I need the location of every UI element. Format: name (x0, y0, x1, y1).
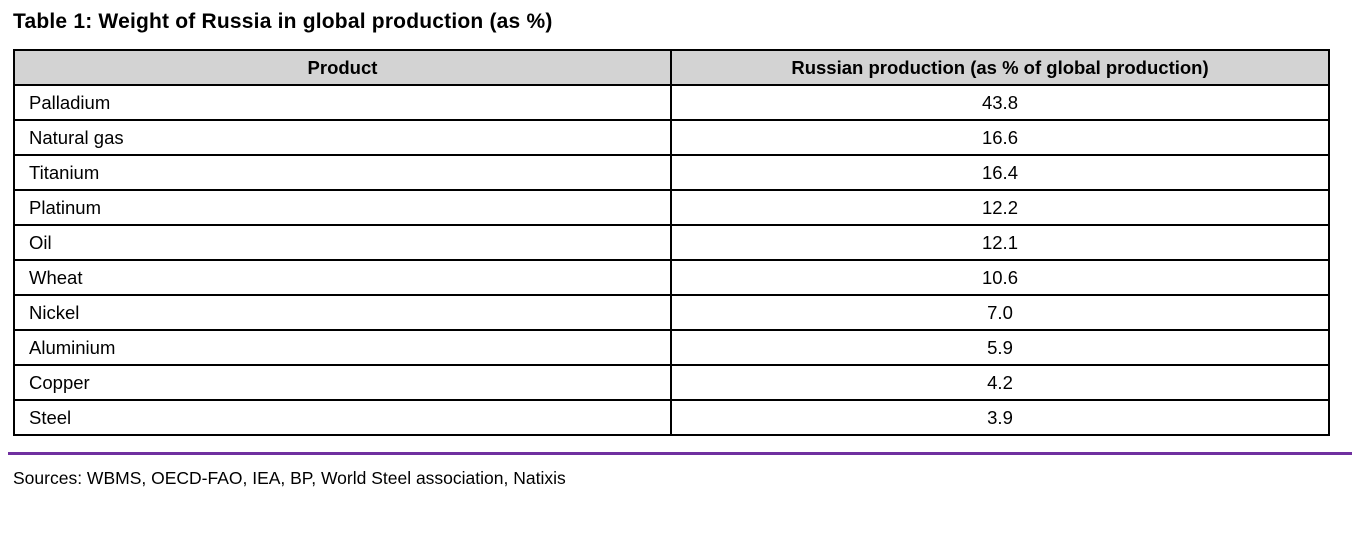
product-cell: Natural gas (13, 119, 672, 156)
value-cell: 7.0 (670, 294, 1330, 331)
table-body: Palladium 43.8 Natural gas 16.6 Titanium 16.4… (13, 84, 1330, 436)
product-cell: Titanium (13, 154, 672, 191)
value-cell: 16.6 (670, 119, 1330, 156)
table-row: Steel 3.9 (13, 399, 1330, 436)
value-cell: 43.8 (670, 84, 1330, 121)
value-cell: 5.9 (670, 329, 1330, 366)
product-cell: Wheat (13, 259, 672, 296)
value-cell: 12.2 (670, 189, 1330, 226)
divider-line (8, 452, 1352, 455)
value-cell: 12.1 (670, 224, 1330, 261)
product-cell: Oil (13, 224, 672, 261)
column-header-value: Russian production (as % of global produ… (670, 49, 1330, 86)
value-cell: 4.2 (670, 364, 1330, 401)
product-cell: Palladium (13, 84, 672, 121)
product-cell: Platinum (13, 189, 672, 226)
product-cell: Steel (13, 399, 672, 436)
table-row: Natural gas 16.6 (13, 119, 1330, 156)
product-cell: Nickel (13, 294, 672, 331)
table-row: Palladium 43.8 (13, 84, 1330, 121)
table-row: Copper 4.2 (13, 364, 1330, 401)
column-header-product: Product (13, 49, 672, 86)
table-row: Platinum 12.2 (13, 189, 1330, 226)
value-cell: 16.4 (670, 154, 1330, 191)
product-cell: Copper (13, 364, 672, 401)
table-row: Oil 12.1 (13, 224, 1330, 261)
value-cell: 10.6 (670, 259, 1330, 296)
product-cell: Aluminium (13, 329, 672, 366)
table-row: Nickel 7.0 (13, 294, 1330, 331)
table-title: Table 1: Weight of Russia in global prod… (13, 10, 553, 33)
production-table: Product Russian production (as % of glob… (13, 49, 1330, 436)
table-header-row: Product Russian production (as % of glob… (13, 49, 1330, 86)
table-row: Wheat 10.6 (13, 259, 1330, 296)
table-row: Titanium 16.4 (13, 154, 1330, 191)
sources-note: Sources: WBMS, OECD-FAO, IEA, BP, World … (13, 468, 566, 488)
value-cell: 3.9 (670, 399, 1330, 436)
table-row: Aluminium 5.9 (13, 329, 1330, 366)
